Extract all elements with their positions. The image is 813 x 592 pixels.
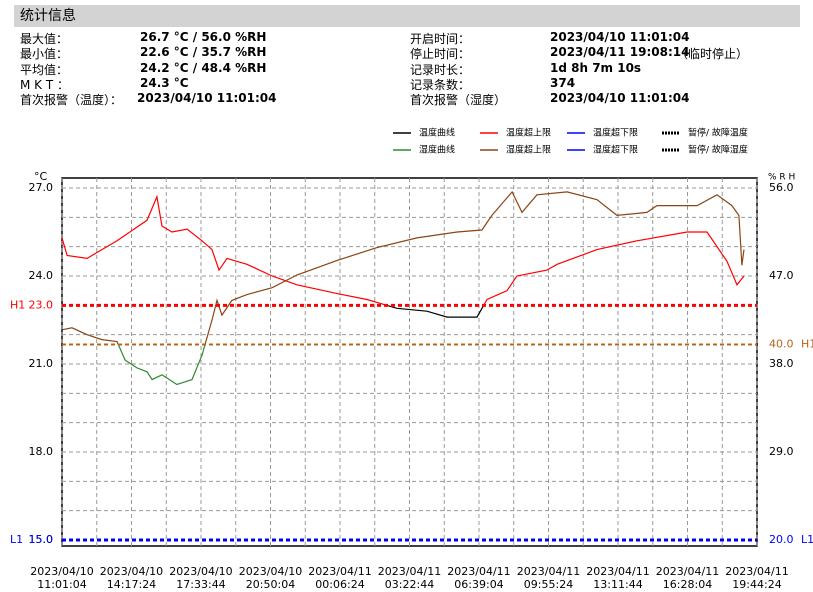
stat-note: （临时停止） [676,47,749,62]
stat-value: 2023/04/11 19:08:14 [550,45,690,60]
y-tick-label: 21.0 [29,357,54,370]
stat-value: 1d 8h 7m 10s [550,60,642,75]
stat-value: 2023/04/10 11:01:04 [550,91,690,106]
stat-value: 2023/04/10 11:01:04 [550,30,690,44]
stat-value: 22.6 °C / 35.7 %RH [140,45,267,60]
x-tick-label: 2023/04/11 09:55:24 [516,565,581,591]
y-tick-label: 18.0 [29,445,54,458]
x-tick-label: 2023/04/11 06:39:04 [447,565,511,591]
y2-axis-label: % R H [768,173,795,183]
series-line [384,305,485,318]
legend-label: 暂停/ 故障湿度 [688,144,748,156]
y-tick-label: 15.0 [29,533,54,546]
header-title: 统计信息 [14,5,800,27]
legend-label: 温度超下限 [593,127,638,139]
x-tick-label: 2023/04/10 11:01:04 [30,565,94,591]
y2-tick-label: 47.0 [769,269,794,282]
limit-name: L1 [801,533,813,546]
legend-label: 温度曲线 [419,127,455,139]
limit-name: H1 [10,298,25,311]
series-line [117,344,206,386]
stat-value: 2023/04/10 11:01:04 [137,91,277,106]
series-line-over [61,194,745,306]
x-tick-label: 2023/04/11 03:22:44 [377,565,442,591]
y2-tick-label: 56.0 [769,181,794,194]
stat-value: 374 [550,75,576,90]
y2-tick-label: 29.0 [769,445,794,458]
stat-label: 停止时间： [410,47,471,62]
stat-label: 首次报警（温度）： [20,93,123,108]
legend-label: 湿度超下限 [593,144,638,156]
limit-label: 20.0 [769,533,794,546]
x-tick-label: 2023/04/11 13:11:44 [586,565,650,591]
stat-label: 最小值： [20,47,69,62]
x-tick-label: 2023/04/10 17:33:44 [169,565,233,591]
y2-tick-label: 38.0 [769,357,794,370]
stat-value: 24.2 °C / 48.4 %RH [140,60,267,75]
limit-name: L1 [10,533,23,546]
x-tick-label: 2023/04/11 19:44:24 [725,565,789,591]
legend-label: 暂停/ 故障温度 [688,127,748,139]
stat-value: 26.7 °C / 56.0 %RH [140,30,267,44]
x-tick-label: 2023/04/11 16:28:04 [655,565,720,591]
legend-label: 温度超上限 [506,127,551,139]
series-line-over [61,190,745,345]
y-tick-label: 27.0 [29,181,54,194]
legend-label: 湿度曲线 [419,144,455,156]
stat-value: 24.3 °C [140,75,189,90]
x-tick-label: 2023/04/11 00:06:24 [308,565,372,591]
y-axis-label: °C [34,170,48,183]
limit-name: H1 [801,337,813,350]
stat-label: 首次报警（湿度） [410,93,507,108]
stat-label: 记录时长： [410,62,471,77]
stat-label: M K T ： [20,77,69,92]
stat-label: 平均值： [20,62,69,77]
limit-label: 23.0 [29,298,54,311]
x-tick-label: 2023/04/10 20:50:04 [238,565,303,591]
limit-label: 40.0 [769,337,794,350]
stat-label: 记录条数： [410,77,471,92]
legend-label: 湿度超上限 [506,144,551,156]
limit-label: 15.0 [29,533,54,546]
y-tick-label: 24.0 [29,269,54,282]
x-tick-label: 2023/04/10 14:17:24 [99,565,164,591]
stat-label: 最大值： [20,32,69,46]
stat-label: 开启时间： [410,32,471,46]
